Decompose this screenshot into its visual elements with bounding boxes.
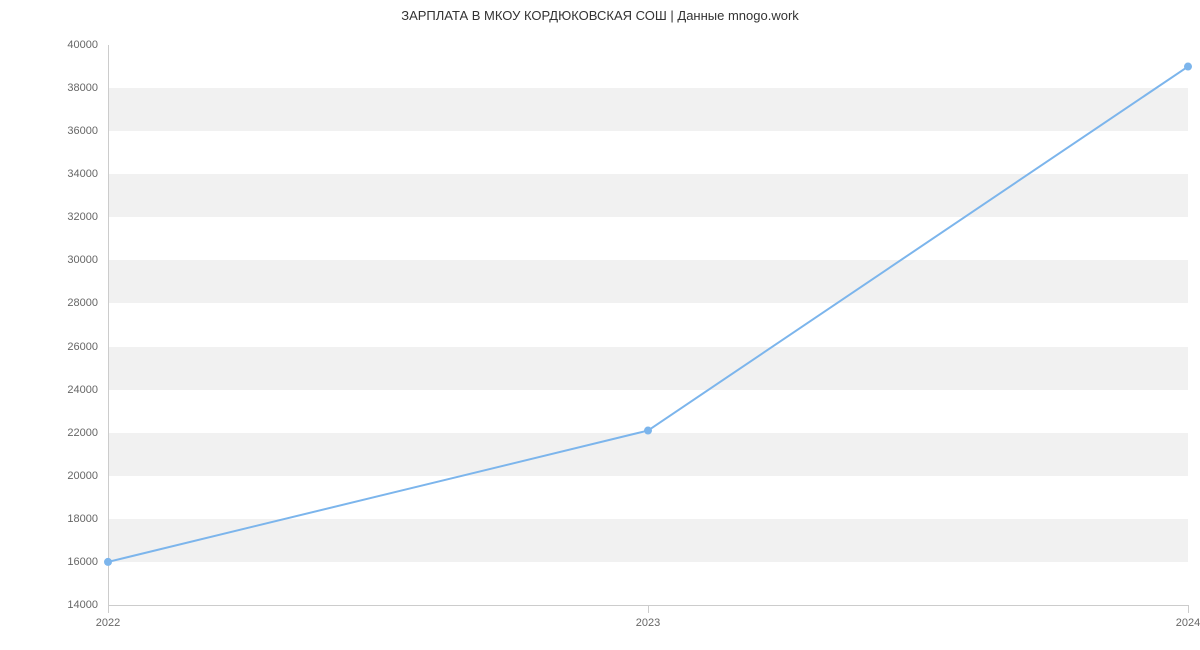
y-tick-label: 28000: [18, 297, 98, 309]
y-tick-label: 34000: [18, 168, 98, 180]
y-tick-label: 26000: [18, 341, 98, 353]
plot-area: 1400016000180002000022000240002600028000…: [108, 45, 1188, 605]
chart-title: ЗАРПЛАТА В МКОУ КОРДЮКОВСКАЯ СОШ | Данны…: [0, 8, 1200, 23]
data-point[interactable]: [644, 427, 652, 435]
x-tick-label: 2022: [96, 617, 120, 629]
data-point[interactable]: [104, 558, 112, 566]
series-layer: [108, 45, 1188, 605]
y-tick-label: 30000: [18, 254, 98, 266]
series-line: [108, 67, 1188, 562]
y-tick-label: 22000: [18, 427, 98, 439]
x-tick: [1188, 605, 1189, 613]
y-tick-label: 14000: [18, 599, 98, 611]
y-tick-label: 36000: [18, 125, 98, 137]
y-tick-label: 32000: [18, 211, 98, 223]
x-tick-label: 2024: [1176, 617, 1200, 629]
x-tick: [648, 605, 649, 613]
x-tick: [108, 605, 109, 613]
data-point[interactable]: [1184, 63, 1192, 71]
y-tick-label: 38000: [18, 82, 98, 94]
y-tick-label: 18000: [18, 513, 98, 525]
x-tick-label: 2023: [636, 617, 660, 629]
y-tick-label: 20000: [18, 470, 98, 482]
y-tick-label: 40000: [18, 39, 98, 51]
y-tick-label: 16000: [18, 556, 98, 568]
y-tick-label: 24000: [18, 384, 98, 396]
